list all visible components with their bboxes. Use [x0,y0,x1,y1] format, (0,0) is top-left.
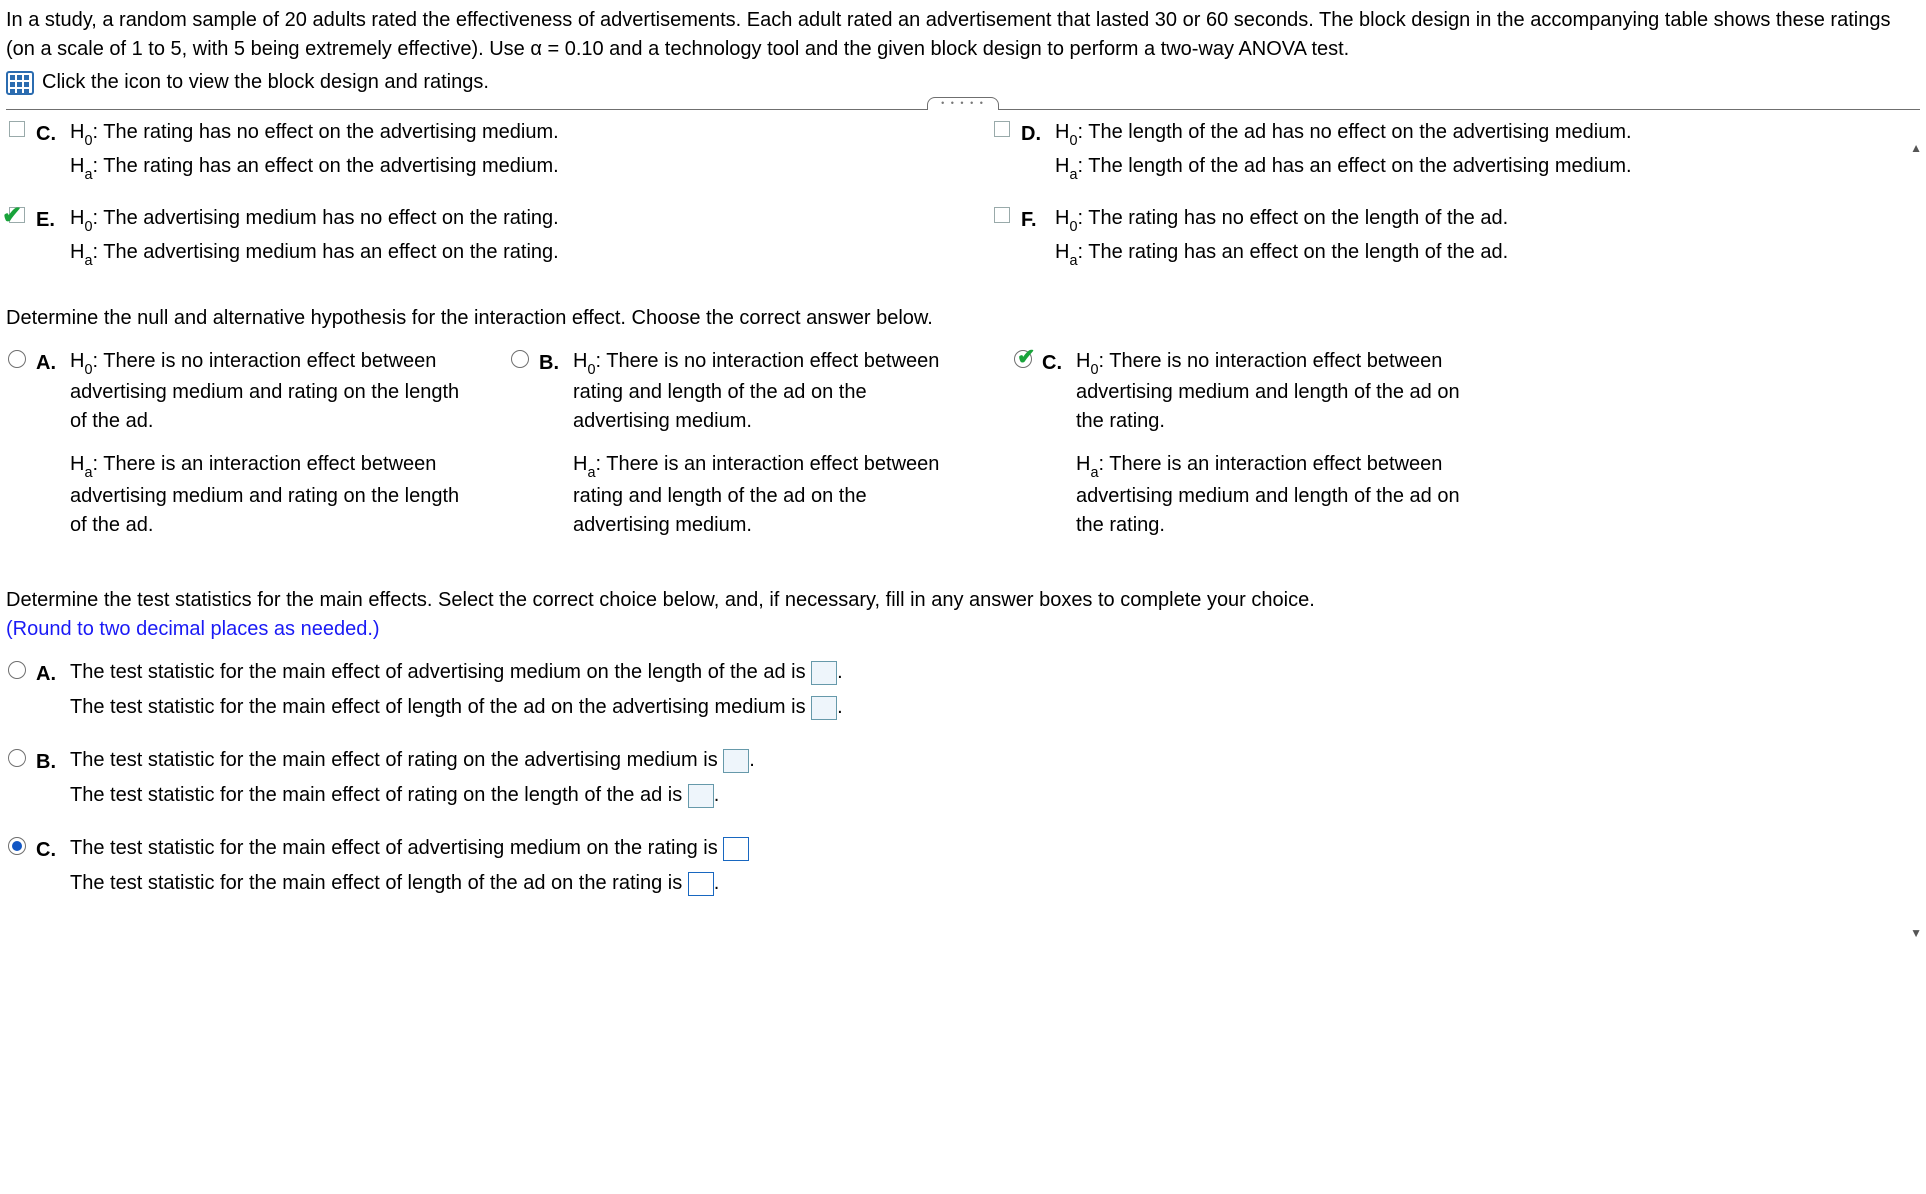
question-page: In a study, a random sample of 20 adults… [0,0,1926,952]
ts-letter-b: B. [36,746,62,777]
main-effect-options: C. H0: The rating has no effect on the a… [6,118,1920,290]
table-icon[interactable] [6,71,34,95]
teststat-prompt: Determine the test statistics for the ma… [6,586,1920,644]
ts-letter-a: A. [36,658,62,689]
letter-d: D. [1021,118,1047,149]
interaction-option-a[interactable]: A. H0: There is no interaction effect be… [6,347,461,555]
scroll-down-icon[interactable]: ▼ [1910,925,1922,942]
int-a-body: H0: There is no interaction effect betwe… [70,347,461,555]
teststat-option-c[interactable]: C. The test statistic for the main effec… [6,834,1920,904]
answer-box[interactable] [688,784,714,808]
option-f-body: H0: The rating has no effect on the leng… [1055,204,1920,272]
interaction-option-c[interactable]: ✔ C. H0: There is no interaction effect … [1012,347,1467,555]
option-d-body: H0: The length of the ad has no effect o… [1055,118,1920,186]
answer-box[interactable] [688,872,714,896]
intro-text: In a study, a random sample of 20 adults… [6,6,1920,64]
answer-box[interactable] [811,696,837,720]
radio-c[interactable]: ✔ [1014,350,1032,368]
click-icon-text[interactable]: Click the icon to view the block design … [42,68,489,97]
checkbox-f[interactable] [994,207,1010,223]
teststat-prompt-line2: (Round to two decimal places as needed.) [6,615,1920,644]
answer-box[interactable] [723,749,749,773]
ts-radio-c[interactable] [8,837,26,855]
letter-e: E. [36,204,62,235]
checkbox-d[interactable] [994,121,1010,137]
option-e-body: H0: The advertising medium has no effect… [70,204,935,272]
int-b-body: H0: There is no interaction effect betwe… [573,347,964,555]
scroll-up-icon[interactable]: ▲ [1910,140,1922,157]
checkmark-icon: ✔ [1017,341,1035,373]
teststat-option-a[interactable]: A. The test statistic for the main effec… [6,658,1920,728]
letter-f: F. [1021,204,1047,235]
ts-radio-b[interactable] [8,749,26,767]
option-e[interactable]: ✔ E. H0: The advertising medium has no e… [6,204,935,272]
option-c[interactable]: C. H0: The rating has no effect on the a… [6,118,935,186]
collapse-tab[interactable]: • • • • • [927,97,999,110]
checkmark-icon: ✔ [2,199,22,234]
int-letter-b: B. [539,347,565,378]
answer-box[interactable] [811,661,837,685]
interaction-option-b[interactable]: B. H0: There is no interaction effect be… [509,347,964,555]
option-d[interactable]: D. H0: The length of the ad has no effec… [991,118,1920,186]
ts-a-body: The test statistic for the main effect o… [70,658,1920,728]
letter-c: C. [36,118,62,149]
ts-letter-c: C. [36,834,62,865]
int-c-body: H0: There is no interaction effect betwe… [1076,347,1467,555]
ts-b-body: The test statistic for the main effect o… [70,746,1920,816]
checkbox-c[interactable] [9,121,25,137]
interaction-options: A. H0: There is no interaction effect be… [6,347,1920,573]
view-data-row: Click the icon to view the block design … [6,68,1920,97]
option-c-body: H0: The rating has no effect on the adve… [70,118,935,186]
ts-c-body: The test statistic for the main effect o… [70,834,1920,904]
int-letter-a: A. [36,347,62,378]
teststat-prompt-line1: Determine the test statistics for the ma… [6,586,1920,615]
radio-b[interactable] [511,350,529,368]
radio-a[interactable] [8,350,26,368]
teststat-option-b[interactable]: B. The test statistic for the main effec… [6,746,1920,816]
answer-box[interactable] [723,837,749,861]
int-letter-c: C. [1042,347,1068,378]
ts-radio-a[interactable] [8,661,26,679]
teststat-options: A. The test statistic for the main effec… [6,658,1920,904]
option-f[interactable]: F. H0: The rating has no effect on the l… [991,204,1920,272]
interaction-prompt: Determine the null and alternative hypot… [6,304,1920,333]
